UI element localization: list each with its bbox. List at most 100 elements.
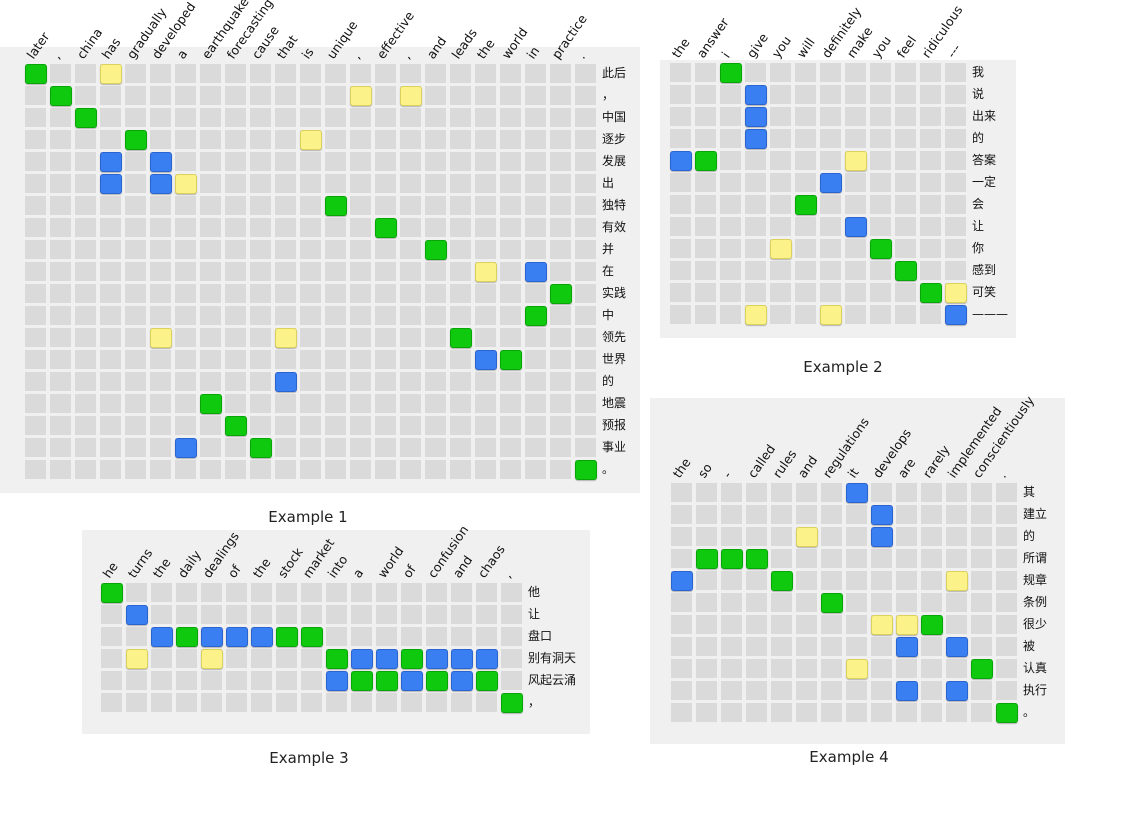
grid-cell bbox=[325, 130, 346, 149]
grid-cell bbox=[921, 681, 942, 700]
grid-cell bbox=[125, 262, 146, 281]
grid-cell bbox=[100, 372, 121, 391]
grid-cell bbox=[250, 64, 271, 83]
grid-cell bbox=[695, 195, 716, 214]
grid-cell bbox=[895, 63, 916, 82]
grid-cell bbox=[771, 593, 792, 612]
grid-cell bbox=[400, 130, 421, 149]
grid-cell bbox=[550, 196, 571, 215]
grid-cell bbox=[175, 196, 196, 215]
grid-cell bbox=[50, 460, 71, 479]
grid-cell bbox=[996, 549, 1017, 568]
alignment-mark-blue bbox=[100, 174, 122, 194]
grid-cell bbox=[695, 107, 716, 126]
grid-cell bbox=[375, 152, 396, 171]
grid-cell bbox=[670, 85, 691, 104]
grid-cell bbox=[821, 703, 842, 722]
example-4-caption: Example 4 bbox=[809, 748, 889, 766]
grid-cell bbox=[125, 350, 146, 369]
grid-cell bbox=[945, 107, 966, 126]
alignment-mark-green bbox=[921, 615, 943, 635]
grid-cell bbox=[425, 64, 446, 83]
grid-cell bbox=[375, 306, 396, 325]
grid-cell bbox=[871, 659, 892, 678]
target-word: 独特 bbox=[602, 198, 627, 212]
grid-cell bbox=[451, 693, 472, 712]
grid-cell bbox=[300, 394, 321, 413]
target-word: 所谓 bbox=[1023, 551, 1048, 565]
grid-cell bbox=[275, 152, 296, 171]
example-1-caption: Example 1 bbox=[268, 508, 348, 526]
grid-cell bbox=[821, 505, 842, 524]
grid-cell bbox=[845, 305, 866, 324]
grid-cell bbox=[175, 284, 196, 303]
grid-cell bbox=[796, 615, 817, 634]
alignment-mark-green bbox=[276, 627, 298, 647]
grid-cell bbox=[671, 593, 692, 612]
alignment-mark-blue bbox=[251, 627, 273, 647]
grid-cell bbox=[150, 350, 171, 369]
grid-cell bbox=[201, 583, 222, 602]
grid-cell bbox=[820, 107, 841, 126]
grid-cell bbox=[125, 328, 146, 347]
grid-cell bbox=[695, 261, 716, 280]
grid-cell bbox=[50, 394, 71, 413]
grid-cell bbox=[401, 583, 422, 602]
grid-cell bbox=[946, 659, 967, 678]
grid-cell bbox=[971, 549, 992, 568]
grid-cell bbox=[325, 350, 346, 369]
alignment-mark-green bbox=[426, 671, 448, 691]
grid-cell bbox=[771, 483, 792, 502]
grid-cell bbox=[226, 693, 247, 712]
grid-cell bbox=[50, 240, 71, 259]
target-word: ——— bbox=[972, 307, 1008, 321]
grid-cell bbox=[150, 196, 171, 215]
grid-cell bbox=[946, 505, 967, 524]
grid-cell bbox=[150, 438, 171, 457]
grid-cell bbox=[425, 108, 446, 127]
grid-cell bbox=[100, 108, 121, 127]
grid-cell bbox=[100, 218, 121, 237]
target-word: 会 bbox=[972, 197, 985, 211]
grid-cell bbox=[25, 306, 46, 325]
grid-cell bbox=[870, 217, 891, 236]
grid-cell bbox=[125, 218, 146, 237]
grid-cell bbox=[225, 218, 246, 237]
grid-cell bbox=[720, 239, 741, 258]
grid-cell bbox=[771, 659, 792, 678]
alignment-mark-green bbox=[375, 218, 397, 238]
target-word: 预报 bbox=[602, 418, 627, 432]
grid-cell bbox=[796, 549, 817, 568]
grid-cell bbox=[771, 637, 792, 656]
grid-cell bbox=[401, 627, 422, 646]
grid-cell bbox=[25, 240, 46, 259]
target-word: 领先 bbox=[602, 330, 627, 344]
grid-cell bbox=[671, 505, 692, 524]
grid-cell bbox=[350, 262, 371, 281]
grid-cell bbox=[350, 284, 371, 303]
grid-cell bbox=[250, 218, 271, 237]
target-word: 此后 bbox=[602, 66, 627, 80]
grid-cell bbox=[525, 438, 546, 457]
source-word: you bbox=[868, 33, 894, 61]
grid-cell bbox=[920, 239, 941, 258]
grid-cell bbox=[500, 174, 521, 193]
grid-cell bbox=[125, 86, 146, 105]
target-word: 盘口 bbox=[528, 629, 553, 643]
alignment-mark-yellow bbox=[126, 649, 148, 669]
grid-cell bbox=[250, 262, 271, 281]
grid-cell bbox=[376, 605, 397, 624]
grid-cell bbox=[575, 394, 596, 413]
grid-cell bbox=[200, 416, 221, 435]
grid-cell bbox=[920, 151, 941, 170]
grid-cell bbox=[821, 615, 842, 634]
alignment-mark-green bbox=[746, 549, 768, 569]
grid-cell bbox=[525, 394, 546, 413]
alignment-mark-green bbox=[695, 151, 717, 171]
grid-cell bbox=[350, 438, 371, 457]
grid-cell bbox=[375, 262, 396, 281]
grid-cell bbox=[50, 306, 71, 325]
grid-cell bbox=[50, 350, 71, 369]
grid-cell bbox=[225, 64, 246, 83]
grid-cell bbox=[150, 284, 171, 303]
